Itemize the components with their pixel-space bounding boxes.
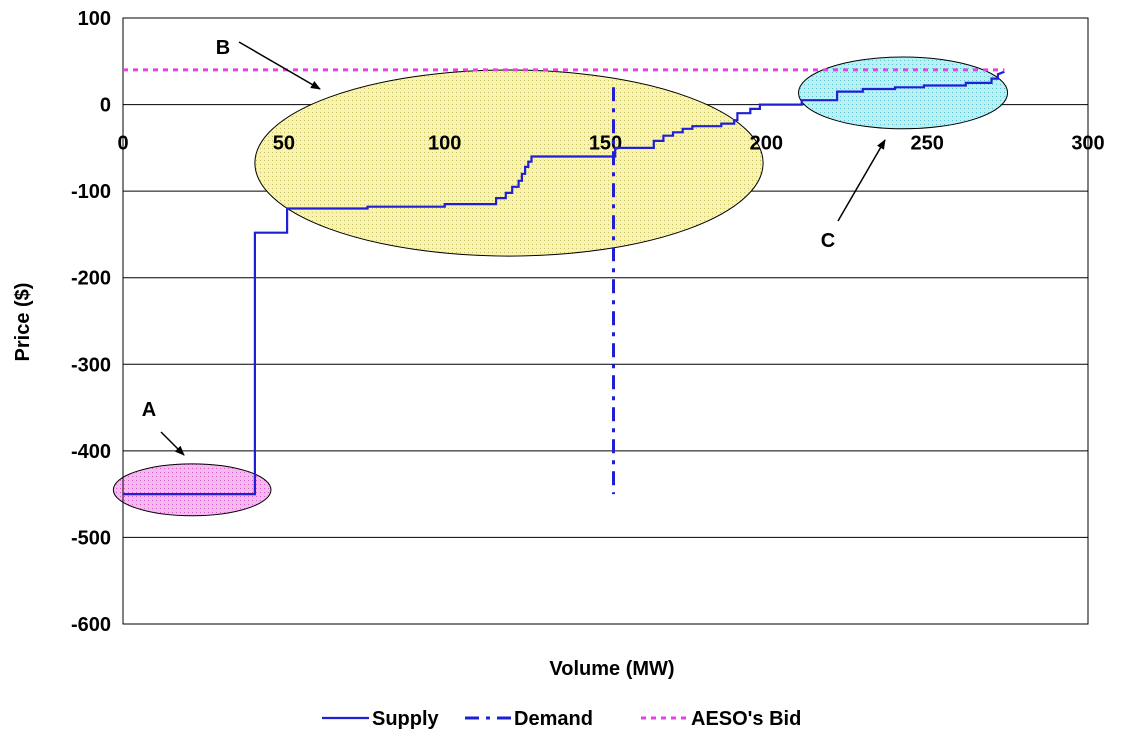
x-tick-label: 50 <box>273 133 295 155</box>
y-axis-title: Price ($) <box>12 283 34 362</box>
x-tick-label: 250 <box>910 133 943 155</box>
x-tick-label: 200 <box>750 133 783 155</box>
y-tick-label: -100 <box>71 181 111 203</box>
x-tick-label: 0 <box>117 133 128 155</box>
x-axis-title: Volume (MW) <box>549 658 674 680</box>
legend-label: Supply <box>372 708 440 730</box>
axes: 100 0 -100 -200 -300 -400 -500 -600 0 50 100 150 200… <box>71 8 1105 636</box>
annotation-labels: A B C <box>142 37 886 456</box>
x-tick-label: 150 <box>589 133 622 155</box>
annotation-label-a: A <box>142 399 156 421</box>
annotation-regions <box>112 56 1009 517</box>
y-tick-label: -600 <box>71 614 111 636</box>
x-tick-label: 300 <box>1071 133 1104 155</box>
annotation-region-c <box>798 56 1009 130</box>
y-tick-label: -500 <box>71 527 111 549</box>
annotation-label-b: B <box>216 37 230 59</box>
y-tick-label: -200 <box>71 268 111 290</box>
annotation-region-a <box>112 463 272 517</box>
y-tick-label: -400 <box>71 441 111 463</box>
plot-border <box>122 17 1089 625</box>
y-tick-label: -300 <box>71 354 111 376</box>
annotation-label-c: C <box>821 230 835 252</box>
legend-label: AESO's Bid <box>691 708 801 730</box>
annotation-arrow-c <box>837 139 886 222</box>
y-tick-label: 0 <box>100 95 111 117</box>
series-lines <box>123 68 1005 496</box>
legend: Supply Demand AESO's Bid <box>322 708 801 730</box>
annotation-arrow-a <box>160 431 185 456</box>
annotation-region-b <box>254 69 764 257</box>
x-tick-label: 100 <box>428 133 461 155</box>
y-tick-label: 100 <box>78 8 111 30</box>
legend-label: Demand <box>514 708 593 730</box>
annotation-arrow-b <box>238 41 321 90</box>
series-line-supply <box>123 70 1005 496</box>
